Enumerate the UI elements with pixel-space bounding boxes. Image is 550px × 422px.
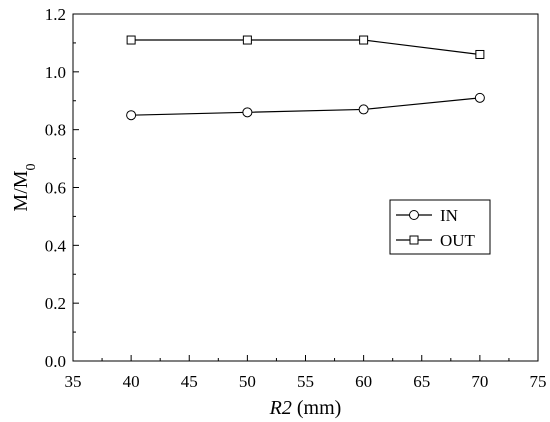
data-point-out (126, 35, 136, 45)
x-axis-label-unit: (mm) (292, 397, 341, 419)
data-point-out (359, 35, 369, 45)
legend-item-out: OUT (396, 231, 476, 250)
x-tick-label: 50 (239, 372, 256, 391)
y-axis-label: M/M0 (10, 163, 39, 211)
legend-marker-square (409, 235, 419, 245)
plot-frame (72, 13, 539, 362)
data-point-in (358, 104, 369, 115)
x-tick-label: 40 (123, 372, 140, 391)
x-tick-label: 55 (297, 372, 314, 391)
x-tick-label: 60 (355, 372, 372, 391)
x-tick-label: 45 (181, 372, 198, 391)
data-point-in (126, 110, 137, 121)
x-tick-label: 65 (413, 372, 430, 391)
x-axis-label-variable: R2 (269, 397, 292, 419)
y-tick-label: 0.8 (45, 121, 66, 140)
legend: IN OUT (389, 199, 491, 255)
data-point-out (475, 49, 485, 59)
axes: 35 40 45 50 55 60 65 70 75 0.0 0.2 0.4 0.6 0.8 1.0 1.2 R… (10, 5, 547, 419)
series-in (126, 92, 485, 121)
y-tick-label: 0.0 (45, 352, 66, 371)
x-tick-label: 70 (471, 372, 488, 391)
legend-label: OUT (440, 231, 476, 250)
y-axis-label-subscript: 0 (24, 163, 39, 170)
x-axis-label: R2 (mm) (269, 397, 342, 419)
series-line-in (131, 97, 480, 116)
data-point-in (242, 107, 253, 118)
y-tick-label: 0.2 (45, 294, 66, 313)
legend-box (389, 199, 491, 255)
series-out (126, 35, 485, 59)
y-tick-label: 0.4 (45, 236, 67, 255)
legend-label: IN (440, 206, 458, 225)
y-axis-label-main: M/M (10, 170, 32, 211)
x-tick-label: 75 (530, 372, 547, 391)
series-line-out (131, 39, 480, 56)
y-tick-label: 0.6 (45, 179, 66, 198)
y-tick-label: 1.2 (45, 5, 66, 24)
legend-marker-circle (409, 210, 419, 220)
data-point-out (242, 35, 252, 45)
x-tick-label: 35 (65, 372, 82, 391)
y-tick-label: 1.0 (45, 63, 66, 82)
data-point-in (474, 92, 485, 103)
plot-series (126, 35, 485, 121)
legend-item-in: IN (396, 206, 458, 225)
